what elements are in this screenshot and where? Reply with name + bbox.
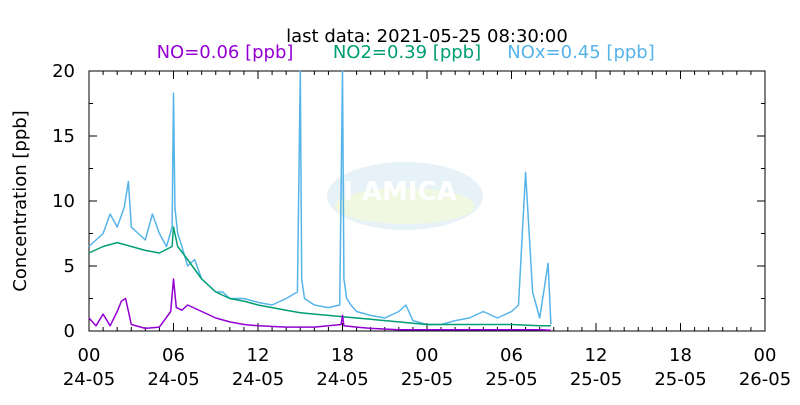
series-line-nox — [88, 70, 552, 326]
y-axis-label: Concentration [ppb] — [10, 110, 31, 291]
y-tick-label: 15 — [52, 126, 75, 147]
svg-text:I AMICA: I AMICA — [343, 177, 457, 207]
x-tick-date-label: 24-05 — [63, 369, 115, 390]
x-tick-date-label: 25-05 — [485, 369, 537, 390]
y-tick-label: 20 — [52, 61, 75, 82]
x-tick-time-label: 00 — [416, 345, 439, 366]
x-tick-time-label: 12 — [585, 345, 608, 366]
axis-ticks: 0 5 10 15 20 00 24-05 06 24-05 12 24-05 18 24-05 00 25… — [52, 61, 791, 390]
x-tick-time-label: 18 — [331, 345, 354, 366]
x-tick-date-label: 26-05 — [739, 369, 791, 390]
x-tick-date-label: 25-05 — [654, 369, 706, 390]
x-tick-date-label: 24-05 — [147, 369, 199, 390]
x-tick-time-label: 00 — [754, 345, 777, 366]
x-tick-date-label: 25-05 — [401, 369, 453, 390]
x-tick-time-label: 12 — [247, 345, 270, 366]
legend-no2: NO2=0.39 [ppb] — [333, 42, 481, 63]
y-tick-label: 10 — [52, 191, 75, 212]
watermark-logo: I AMICA — [327, 162, 483, 230]
x-tick-date-label: 24-05 — [232, 369, 284, 390]
series-lines — [88, 70, 552, 331]
x-tick-date-label: 25-05 — [570, 369, 622, 390]
legend-nox: NOx=0.45 [ppb] — [507, 42, 655, 63]
x-tick-time-label: 18 — [669, 345, 692, 366]
legend-no: NO=0.06 [ppb] — [157, 42, 294, 63]
series-line-no — [88, 278, 551, 331]
y-tick-label: 0 — [64, 321, 75, 342]
x-tick-time-label: 00 — [78, 345, 101, 366]
x-tick-date-label: 24-05 — [316, 369, 368, 390]
x-tick-time-label: 06 — [162, 345, 185, 366]
x-tick-time-label: 06 — [500, 345, 523, 366]
y-tick-label: 5 — [64, 256, 75, 277]
series-line-no2 — [88, 226, 551, 327]
chart-title: last data: 2021-05-25 08:30:00 — [286, 26, 568, 47]
